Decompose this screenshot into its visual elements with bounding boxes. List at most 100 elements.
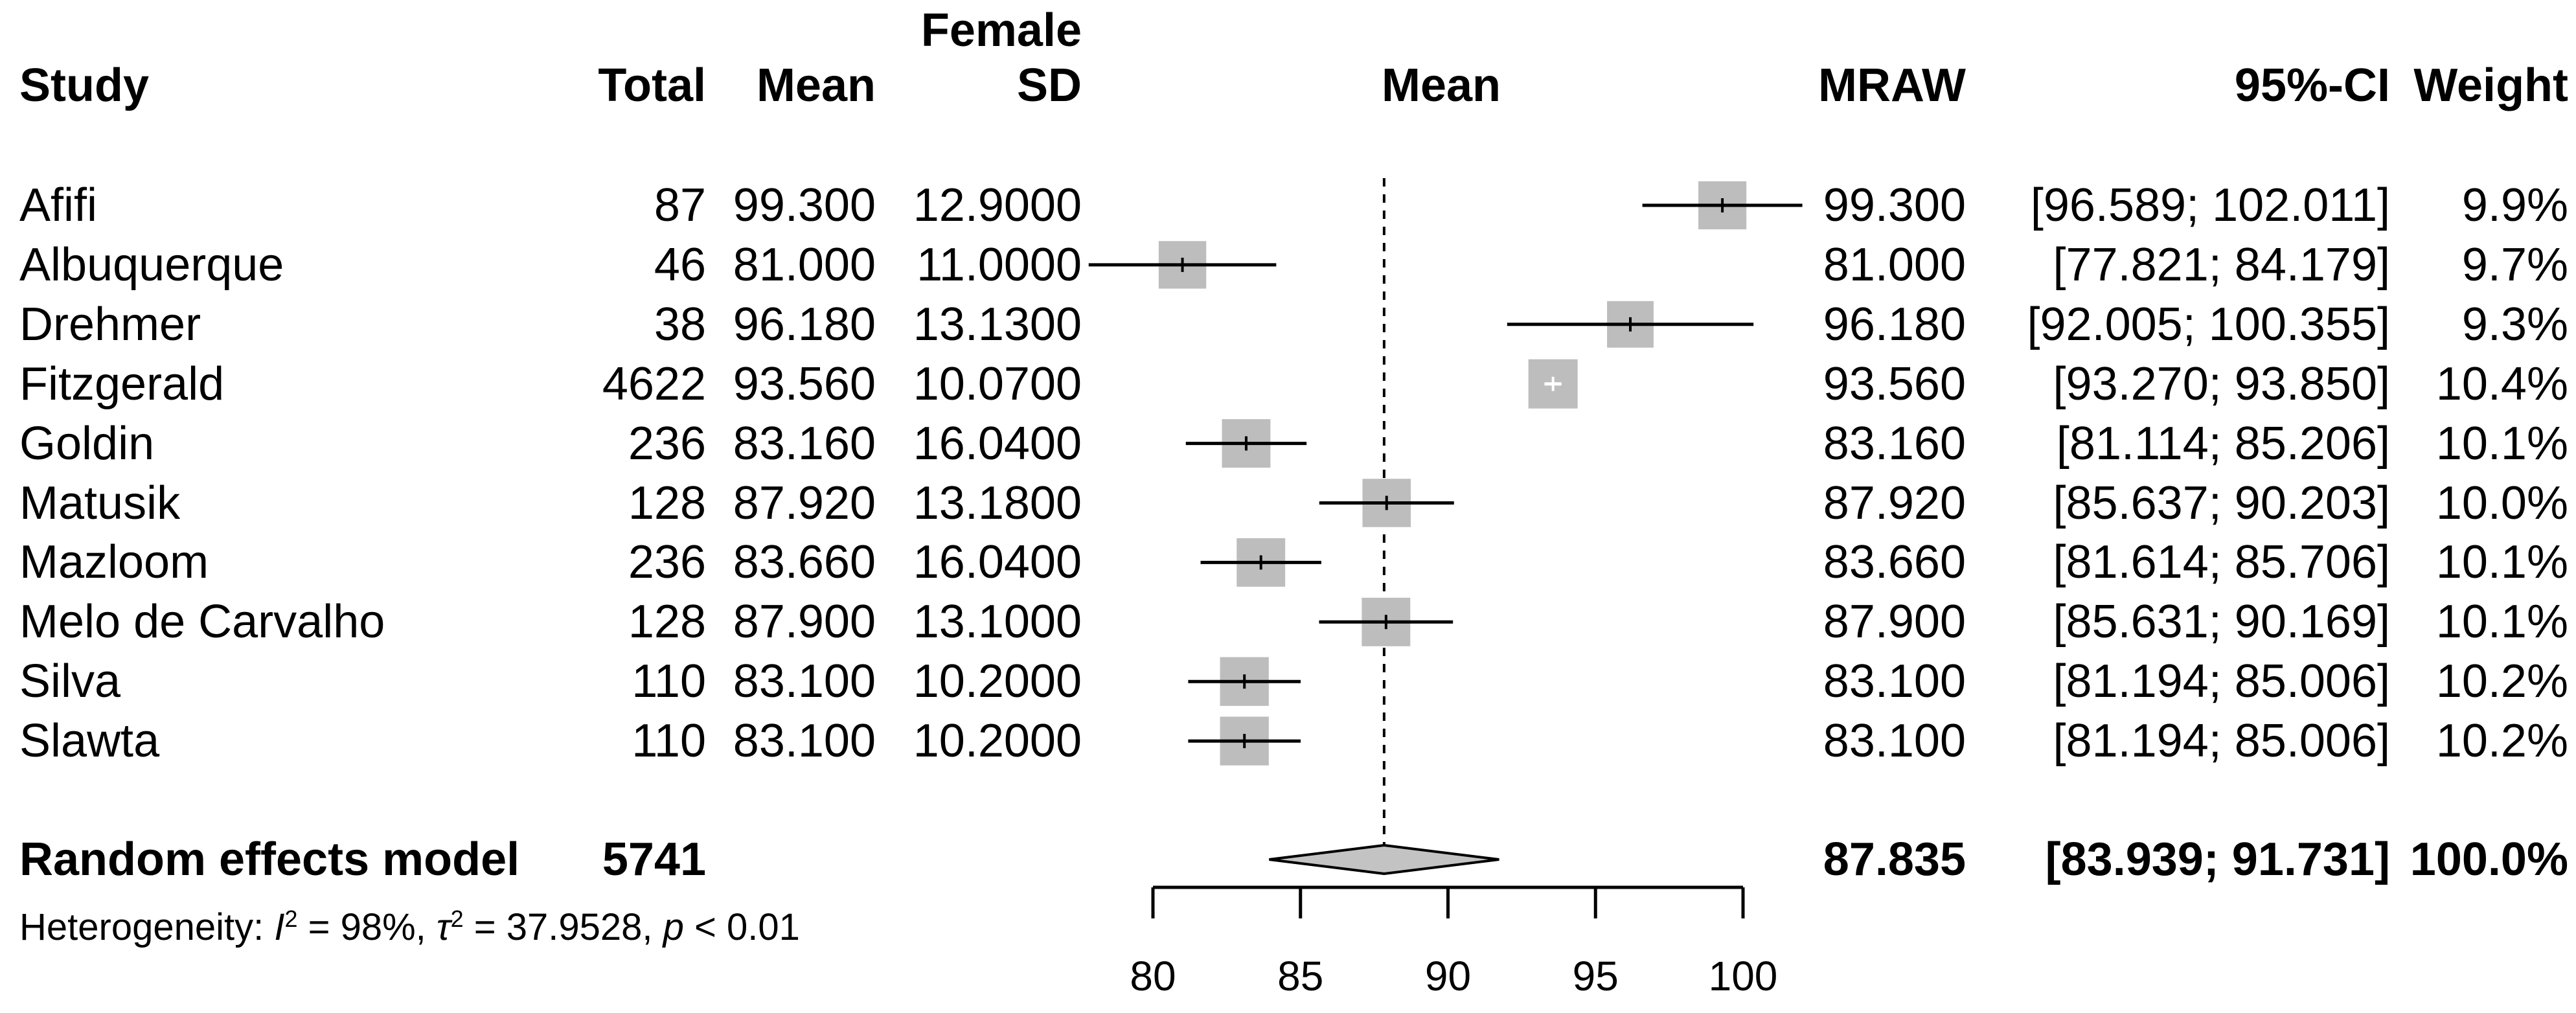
study-sd: 12.9000: [913, 179, 1082, 231]
heterogeneity-segment: Heterogeneity:: [19, 906, 275, 948]
col-header-ci: 95%-CI: [2234, 60, 2390, 111]
study-name: Goldin: [19, 417, 155, 470]
study-mean: 83.660: [733, 536, 876, 589]
x-axis-tick-label: 90: [1424, 953, 1472, 999]
study-sd: 10.0700: [913, 358, 1082, 410]
study-mraw: 93.560: [1823, 358, 1966, 410]
study-ci: [96.589; 102.011]: [2030, 179, 2390, 231]
study-total: 110: [632, 715, 706, 768]
heterogeneity-segment: τ: [436, 906, 451, 948]
study-total: 110: [632, 655, 706, 708]
summary-mraw: 87.835: [1823, 834, 1966, 885]
col-header-plot-mean: Mean: [1381, 60, 1501, 111]
study-weight: 10.1%: [2435, 596, 2568, 648]
col-header-mean: Mean: [756, 60, 876, 111]
study-ci: [85.631; 90.169]: [2053, 596, 2390, 648]
study-total: 128: [628, 596, 706, 648]
study-total: 4622: [602, 358, 706, 410]
study-name: Matusik: [19, 477, 181, 529]
study-ci: [77.821; 84.179]: [2053, 238, 2390, 291]
summary-diamond: [1269, 843, 1499, 876]
heterogeneity-segment: p: [663, 906, 684, 948]
study-mean: 99.300: [733, 179, 876, 231]
study-weight: 10.4%: [2435, 358, 2568, 410]
study-mraw: 87.900: [1823, 596, 1966, 648]
study-name: Slawta: [19, 715, 160, 768]
study-total: 236: [628, 536, 706, 589]
study-total: 236: [628, 417, 706, 470]
summary-weight: 100.0%: [2410, 834, 2568, 885]
study-mraw: 96.180: [1823, 298, 1966, 350]
heterogeneity-segment: I: [274, 906, 285, 948]
study-mraw: 81.000: [1823, 238, 1966, 291]
heterogeneity-segment: = 37.9528,: [463, 906, 663, 948]
study-ci: [81.194; 85.006]: [2053, 715, 2390, 768]
study-name: Drehmer: [19, 298, 201, 350]
study-name: Mazloom: [19, 536, 209, 589]
study-mraw: 83.100: [1823, 655, 1966, 708]
study-ci: [81.614; 85.706]: [2053, 536, 2390, 589]
study-mraw: 99.300: [1823, 179, 1966, 231]
x-axis-tick-label: 80: [1130, 953, 1176, 999]
study-ci: [85.637; 90.203]: [2053, 477, 2390, 529]
study-weight: 9.9%: [2461, 179, 2568, 231]
study-weight: 10.2%: [2435, 655, 2568, 708]
heterogeneity-segment: < 0.01: [683, 906, 800, 948]
col-header-study: Study: [19, 60, 150, 111]
study-weight: 10.1%: [2435, 536, 2568, 589]
study-weight: 10.0%: [2435, 477, 2568, 529]
study-name: Melo de Carvalho: [19, 596, 385, 648]
study-weight: 10.2%: [2435, 715, 2568, 768]
study-name: Silva: [19, 655, 121, 708]
x-axis-tick-label: 95: [1572, 953, 1619, 999]
study-total: 87: [654, 179, 706, 231]
col-header-group-female: Female: [920, 5, 1082, 56]
study-ci: [81.114; 85.206]: [2056, 417, 2390, 470]
study-ci: [81.194; 85.006]: [2053, 655, 2390, 708]
study-weight: 9.7%: [2461, 238, 2568, 291]
study-mraw: 83.100: [1823, 715, 1966, 768]
study-ci: [93.270; 93.850]: [2053, 358, 2390, 410]
col-header-sd: SD: [1016, 60, 1082, 111]
col-header-total: Total: [598, 60, 706, 111]
study-sd: 13.1800: [913, 477, 1082, 529]
heterogeneity-superscript: 2: [450, 905, 464, 933]
study-total: 128: [628, 477, 706, 529]
study-name: Albuquerque: [19, 238, 284, 291]
study-sd: 13.1000: [913, 596, 1082, 648]
study-mean: 81.000: [733, 238, 876, 291]
study-sd: 16.0400: [913, 417, 1082, 470]
study-mraw: 83.660: [1823, 536, 1966, 589]
study-sd: 13.1300: [913, 298, 1082, 350]
summary-ci: [83.939; 91.731]: [2045, 834, 2390, 885]
x-axis-tick-label: 85: [1277, 953, 1324, 999]
study-total: 46: [654, 238, 706, 291]
study-total: 38: [654, 298, 706, 350]
study-mean: 87.920: [733, 477, 876, 529]
study-weight: 9.3%: [2461, 298, 2568, 350]
study-mean: 96.180: [733, 298, 876, 350]
study-mean: 87.900: [733, 596, 876, 648]
study-mean: 83.100: [733, 655, 876, 708]
study-name: Fitzgerald: [19, 358, 225, 410]
study-sd: 10.2000: [913, 655, 1082, 708]
study-ci: [92.005; 100.355]: [2027, 298, 2391, 350]
col-header-weight: Weight: [2413, 60, 2568, 111]
heterogeneity-segment: = 98%,: [297, 906, 437, 948]
study-mraw: 87.920: [1823, 477, 1966, 529]
study-mean: 83.160: [733, 417, 876, 470]
study-mean: 93.560: [733, 358, 876, 410]
study-sd: 10.2000: [913, 715, 1082, 768]
study-sd: 11.0000: [917, 238, 1082, 291]
study-sd: 16.0400: [913, 536, 1082, 589]
summary-label: Random effects model: [19, 834, 520, 885]
heterogeneity-text: Heterogeneity: I2 = 98%, τ2 = 37.9528, p…: [19, 906, 800, 948]
study-name: Afifi: [19, 179, 98, 231]
col-header-mraw: MRAW: [1818, 60, 1966, 111]
summary-total: 5741: [602, 834, 706, 885]
study-mraw: 83.160: [1823, 417, 1966, 470]
x-axis-tick-label: 100: [1708, 953, 1778, 999]
heterogeneity-superscript: 2: [284, 905, 298, 933]
